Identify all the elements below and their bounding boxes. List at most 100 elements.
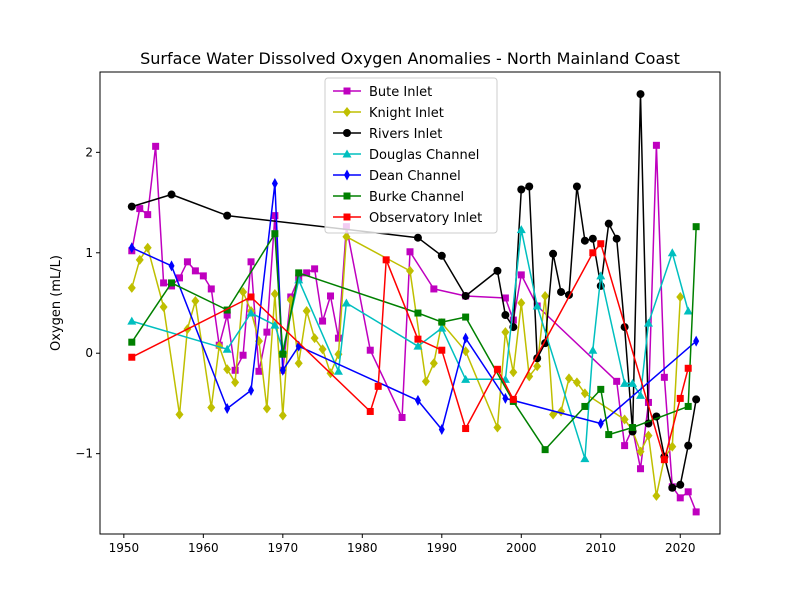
data-point-douglas-channel (596, 271, 606, 280)
data-point-rivers-inlet (684, 441, 693, 450)
data-point-burke-channel (271, 230, 279, 238)
data-point-bute-inlet (319, 317, 327, 325)
data-point-burke-channel (223, 306, 231, 314)
data-point-knight-inlet (580, 388, 589, 399)
data-point-knight-inlet (429, 358, 438, 369)
data-point-knight-inlet (493, 422, 502, 433)
data-point-dean-channel (438, 424, 445, 436)
data-point-douglas-channel (333, 366, 343, 375)
data-point-knight-inlet (652, 490, 661, 501)
data-point-douglas-channel (580, 454, 590, 463)
data-point-observatory-inlet (493, 365, 501, 373)
data-point-observatory-inlet (247, 293, 255, 301)
data-point-rivers-inlet (493, 266, 502, 275)
data-point-douglas-channel (222, 344, 232, 353)
data-point-burke-channel (629, 424, 637, 432)
data-point-bute-inlet (676, 494, 684, 502)
data-point-knight-inlet (143, 242, 152, 253)
data-point-knight-inlet (270, 288, 279, 299)
series-dean-channel (128, 177, 700, 436)
data-point-knight-inlet (310, 333, 319, 344)
data-point-bute-inlet (136, 205, 144, 213)
legend-box (324, 77, 498, 234)
data-point-burke-channel (414, 309, 422, 317)
data-point-rivers-inlet (604, 219, 613, 228)
data-point-bute-inlet (327, 292, 335, 300)
data-point-dean-channel (168, 260, 175, 272)
data-point-rivers-inlet (676, 480, 685, 489)
data-point-dean-channel (128, 242, 135, 254)
data-point-douglas-channel (667, 248, 677, 257)
data-point-knight-inlet (620, 414, 629, 425)
data-point-douglas-channel (127, 316, 137, 325)
data-point-burke-channel (438, 318, 446, 326)
data-point-burke-channel (684, 402, 692, 410)
x-tick-label: 1980 (347, 541, 378, 555)
data-point-bute-inlet (660, 373, 668, 381)
data-point-observatory-inlet (374, 382, 382, 390)
data-point-bute-inlet (223, 311, 231, 319)
y-tick-label: 1 (85, 246, 93, 260)
data-point-rivers-inlet (413, 233, 422, 242)
data-point-douglas-channel (270, 320, 280, 329)
data-point-knight-inlet (278, 410, 287, 421)
data-point-bute-inlet (183, 258, 191, 266)
data-point-knight-inlet (517, 298, 526, 308)
legend-marker-knight-inlet (343, 107, 351, 117)
y-tick-label: 0 (85, 346, 93, 360)
data-point-observatory-inlet (462, 425, 470, 433)
data-point-bute-inlet (366, 346, 374, 354)
legend-label-knight-inlet: Knight Inlet (369, 106, 444, 121)
data-point-dean-channel (414, 394, 421, 406)
x-tick-label: 1970 (268, 541, 299, 555)
data-point-bute-inlet (239, 351, 247, 359)
x-tick-label: 1990 (427, 541, 458, 555)
data-point-burke-channel (541, 446, 549, 454)
data-point-bute-inlet (175, 274, 183, 282)
data-point-knight-inlet (223, 364, 232, 375)
data-point-observatory-inlet (676, 394, 684, 402)
data-point-observatory-inlet (366, 407, 374, 415)
data-point-bute-inlet (517, 271, 525, 279)
data-point-dean-channel (597, 418, 604, 430)
data-point-bute-inlet (152, 142, 160, 150)
plot-area-frame (99, 71, 721, 535)
data-point-rivers-inlet (588, 234, 597, 243)
data-point-rivers-inlet (692, 395, 701, 404)
data-point-knight-inlet (668, 441, 677, 452)
series-line-burke-channel (131, 226, 697, 451)
data-point-burke-channel (462, 313, 470, 321)
data-point-bute-inlet (231, 366, 239, 374)
y-tick-label: 2 (85, 145, 93, 159)
data-point-knight-inlet (207, 402, 216, 413)
y-axis-label: Oxygen (mL/L) (49, 255, 64, 351)
legend-label-burke-channel: Burke Channel (369, 190, 464, 205)
data-point-bute-inlet (303, 269, 311, 277)
legend-label-dean-channel: Dean Channel (369, 169, 461, 184)
data-point-knight-inlet (572, 377, 581, 388)
legend-marker-dean-channel (344, 169, 350, 181)
data-point-observatory-inlet (597, 240, 605, 248)
data-point-rivers-inlet (501, 311, 510, 320)
data-point-dean-channel (502, 392, 509, 404)
data-point-bute-inlet (652, 141, 660, 149)
data-point-bute-inlet (637, 465, 645, 473)
data-point-douglas-channel (532, 301, 542, 310)
data-point-dean-channel (248, 384, 255, 396)
data-point-knight-inlet (636, 446, 645, 457)
x-tick-label: 2010 (585, 541, 616, 555)
data-point-knight-inlet (159, 302, 168, 313)
data-point-knight-inlet (421, 376, 430, 387)
data-point-douglas-channel (683, 306, 693, 315)
data-point-bute-inlet (199, 272, 207, 280)
data-point-douglas-channel (461, 374, 471, 383)
data-point-bute-inlet (430, 285, 438, 293)
legend-label-rivers-inlet: Rivers Inlet (369, 127, 442, 142)
data-point-knight-inlet (191, 295, 200, 306)
data-point-observatory-inlet (382, 256, 390, 264)
data-point-douglas-channel (588, 345, 598, 354)
data-point-douglas-channel (413, 341, 423, 350)
data-point-observatory-inlet (589, 249, 597, 257)
legend-marker-bute-inlet (343, 87, 351, 95)
data-point-burke-channel (692, 223, 700, 231)
